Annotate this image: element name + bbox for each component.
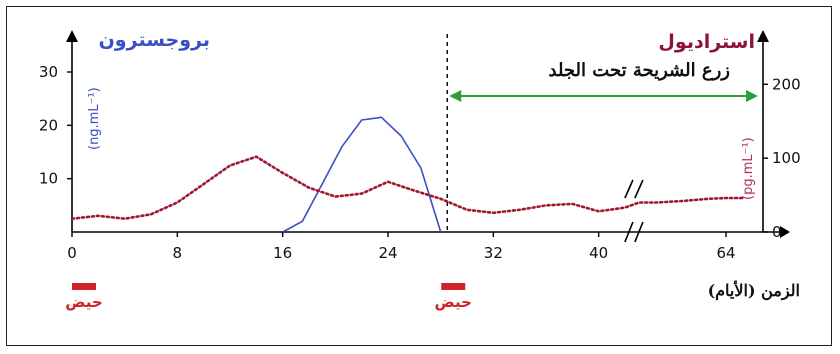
x-tick-label: 32	[484, 244, 503, 262]
x-axis-arrow	[780, 226, 790, 238]
right-y-tick-label: 200	[772, 75, 801, 93]
left-y-tick-label: 20	[39, 116, 58, 134]
menstruation-bar	[72, 283, 96, 290]
left-y-tick-label: 10	[39, 170, 58, 188]
progesterone-unit: (ng.mL⁻¹)	[87, 87, 102, 150]
menstruation-label: حيض	[435, 293, 472, 311]
left-y-axis-arrow	[66, 30, 78, 42]
left-y-tick-label: 30	[39, 63, 58, 81]
estradiol-title: استراديول	[658, 31, 755, 53]
x-tick-label: 40	[589, 244, 608, 262]
x-tick-label: 0	[67, 244, 77, 262]
chart-frame	[6, 6, 832, 346]
estradiol-break-mark	[634, 179, 644, 199]
estradiol-unit: (pg.mL⁻¹)	[741, 137, 756, 200]
x-tick-label: 16	[273, 244, 292, 262]
implant-label: زرع الشريحة تحت الجلد	[549, 60, 731, 81]
x-tick-label: 8	[173, 244, 183, 262]
progesterone-line	[282, 116, 442, 233]
x-axis-break-mark	[634, 221, 644, 243]
menstruation-label: حيض	[65, 293, 102, 311]
estradiol-line	[70, 155, 745, 220]
estradiol-break-mark	[624, 179, 634, 199]
implant-arrow-head-right	[746, 90, 758, 102]
right-y-tick-label: 0	[772, 223, 782, 241]
x-axis-break-mark	[624, 221, 634, 243]
implant-arrow-head-left	[449, 90, 462, 102]
menstruation-bar	[441, 283, 466, 290]
x-axis-label: الزمن (الأيام)	[708, 280, 800, 301]
progesterone-title: بروجسترون	[99, 29, 210, 51]
x-tick-label: 24	[378, 244, 397, 262]
right-y-axis-arrow	[757, 30, 769, 42]
x-tick-label: 64	[716, 244, 735, 262]
right-y-tick-label: 100	[772, 149, 801, 167]
